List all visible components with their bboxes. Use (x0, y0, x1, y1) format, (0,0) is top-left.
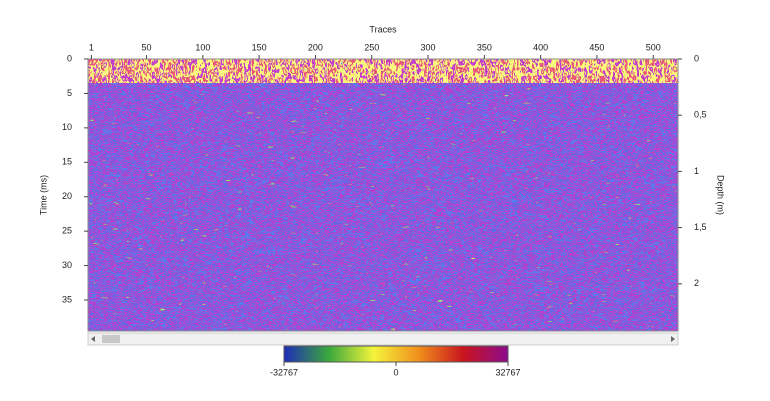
x-tick-label: 400 (533, 42, 548, 52)
scroll-thumb[interactable] (102, 335, 120, 343)
radargram (88, 59, 678, 331)
y-tick-label: 30 (62, 260, 72, 270)
x-tick-label: 50 (142, 42, 152, 52)
x-tick-label: 200 (308, 42, 323, 52)
plot-frame (87, 58, 679, 332)
y2-tick-label: 0,5 (694, 110, 707, 120)
y-tick-label: 15 (62, 157, 72, 167)
colorbar-tick-label: -32767 (270, 367, 298, 377)
x-tick-label: 450 (589, 42, 604, 52)
y2-tick-label: 2 (694, 278, 699, 288)
x-tick-label: 250 (364, 42, 379, 52)
x-tick-label: 350 (477, 42, 492, 52)
radargram-surface (88, 59, 678, 83)
scrollbar[interactable] (87, 332, 679, 346)
y2-tick-label: 1,5 (694, 222, 707, 232)
y-tick-label: 20 (62, 191, 72, 201)
y-tick-label: 25 (62, 226, 72, 236)
y-tick-label: 0 (67, 53, 72, 63)
y-tick-label: 35 (62, 294, 72, 304)
y2-tick-label: 0 (694, 53, 699, 63)
y2-tick-label: 1 (694, 166, 699, 176)
y-tick-label: 10 (62, 122, 72, 132)
x-tick-label: 1 (89, 42, 94, 52)
y2-axis-label: Depth (m) (716, 175, 726, 215)
y-tick-label: 5 (67, 88, 72, 98)
y-axis-label: Time (ms) (38, 175, 48, 215)
colorbar-tick-label: 32767 (495, 367, 520, 377)
x-tick-label: 150 (252, 42, 267, 52)
x-tick-label: 300 (421, 42, 436, 52)
colorbar (283, 345, 509, 363)
x-axis-label: Traces (369, 24, 397, 34)
colorbar-tick-label: 0 (393, 367, 398, 377)
x-tick-label: 100 (195, 42, 210, 52)
x-tick-label: 500 (646, 42, 661, 52)
